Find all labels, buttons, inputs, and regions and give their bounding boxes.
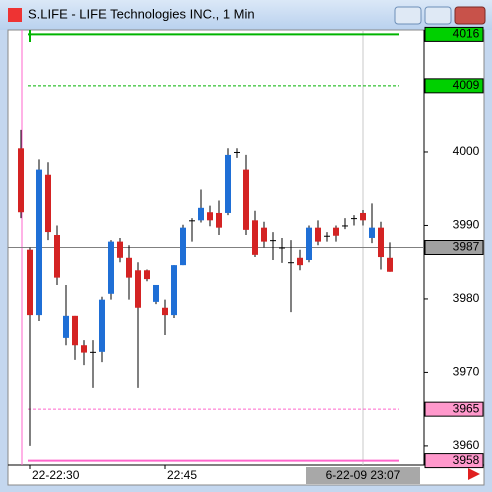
x-tick-label: 22:45 bbox=[167, 468, 197, 482]
candle-body bbox=[378, 227, 384, 258]
candle-body bbox=[369, 227, 375, 238]
candle-body bbox=[63, 315, 69, 338]
candle-body bbox=[207, 212, 213, 221]
candle-body bbox=[99, 299, 105, 352]
candle-body bbox=[108, 241, 114, 294]
candle-body bbox=[171, 265, 177, 316]
candle-body bbox=[180, 227, 186, 266]
chart-panel bbox=[7, 29, 485, 486]
level-label: 3965 bbox=[453, 401, 480, 415]
level-label-box bbox=[424, 78, 484, 94]
y-tick-label: 3960 bbox=[453, 438, 480, 452]
candle-body bbox=[342, 225, 348, 227]
plot: 3960 3970 3980 3990 4000 22-22:30 22:45 6-22-09… bbox=[8, 26, 484, 484]
y-tick-label: 3970 bbox=[453, 365, 480, 379]
level-label-box bbox=[424, 401, 484, 417]
candle-body bbox=[189, 220, 195, 222]
candle-body bbox=[252, 220, 258, 255]
candle-body bbox=[270, 240, 276, 242]
x-tick-label: 22-22:30 bbox=[32, 468, 80, 482]
cursor-label-box bbox=[306, 467, 420, 484]
candle-body bbox=[225, 154, 231, 213]
window-title: S.LIFE - LIFE Technologies INC., 1 Min bbox=[28, 6, 255, 21]
level-label: 3987 bbox=[453, 240, 480, 254]
candle-body bbox=[333, 227, 339, 236]
candle-body bbox=[36, 169, 42, 316]
scroll-arrow[interactable] bbox=[468, 468, 480, 480]
y-tick-label: 3990 bbox=[453, 218, 480, 232]
candle-body bbox=[144, 270, 150, 280]
y-tick-label: 3980 bbox=[453, 291, 480, 305]
level-label: 4009 bbox=[453, 78, 480, 92]
candle-body bbox=[117, 241, 123, 258]
candle-body bbox=[351, 218, 357, 220]
candle-body bbox=[297, 257, 303, 266]
candle-body bbox=[315, 227, 321, 242]
candle-body bbox=[135, 270, 141, 308]
candle-body bbox=[216, 212, 222, 228]
candle-body bbox=[198, 207, 204, 221]
candle-body bbox=[324, 235, 330, 237]
candle-body bbox=[360, 212, 366, 221]
candle-body bbox=[90, 351, 96, 353]
candle-body bbox=[387, 257, 393, 272]
app-icon bbox=[8, 8, 22, 22]
level-label: 4016 bbox=[453, 27, 480, 41]
candle-body bbox=[45, 174, 51, 233]
candle-body bbox=[54, 235, 60, 278]
cursor-label: 6-22-09 23:07 bbox=[326, 468, 401, 482]
candle-body bbox=[18, 148, 24, 213]
candle-body bbox=[27, 249, 33, 316]
level-label-box bbox=[424, 26, 484, 42]
candle-body bbox=[234, 151, 240, 153]
minimize-button[interactable] bbox=[394, 6, 422, 25]
candle-body bbox=[306, 227, 312, 260]
candle-body bbox=[288, 262, 294, 264]
candle-body bbox=[279, 247, 285, 249]
level-label-box bbox=[424, 240, 484, 255]
candle-body bbox=[126, 257, 132, 278]
candle-body bbox=[162, 307, 168, 316]
candle-body bbox=[261, 227, 267, 242]
close-button[interactable] bbox=[454, 6, 486, 25]
y-tick-label: 4000 bbox=[453, 144, 480, 158]
level-label-box bbox=[424, 453, 484, 469]
level-label: 3958 bbox=[453, 453, 480, 467]
candle-body bbox=[72, 315, 78, 346]
candle-body bbox=[153, 284, 159, 302]
maximize-button[interactable] bbox=[424, 6, 452, 25]
candle-body bbox=[243, 169, 249, 230]
candle-body bbox=[81, 345, 87, 353]
